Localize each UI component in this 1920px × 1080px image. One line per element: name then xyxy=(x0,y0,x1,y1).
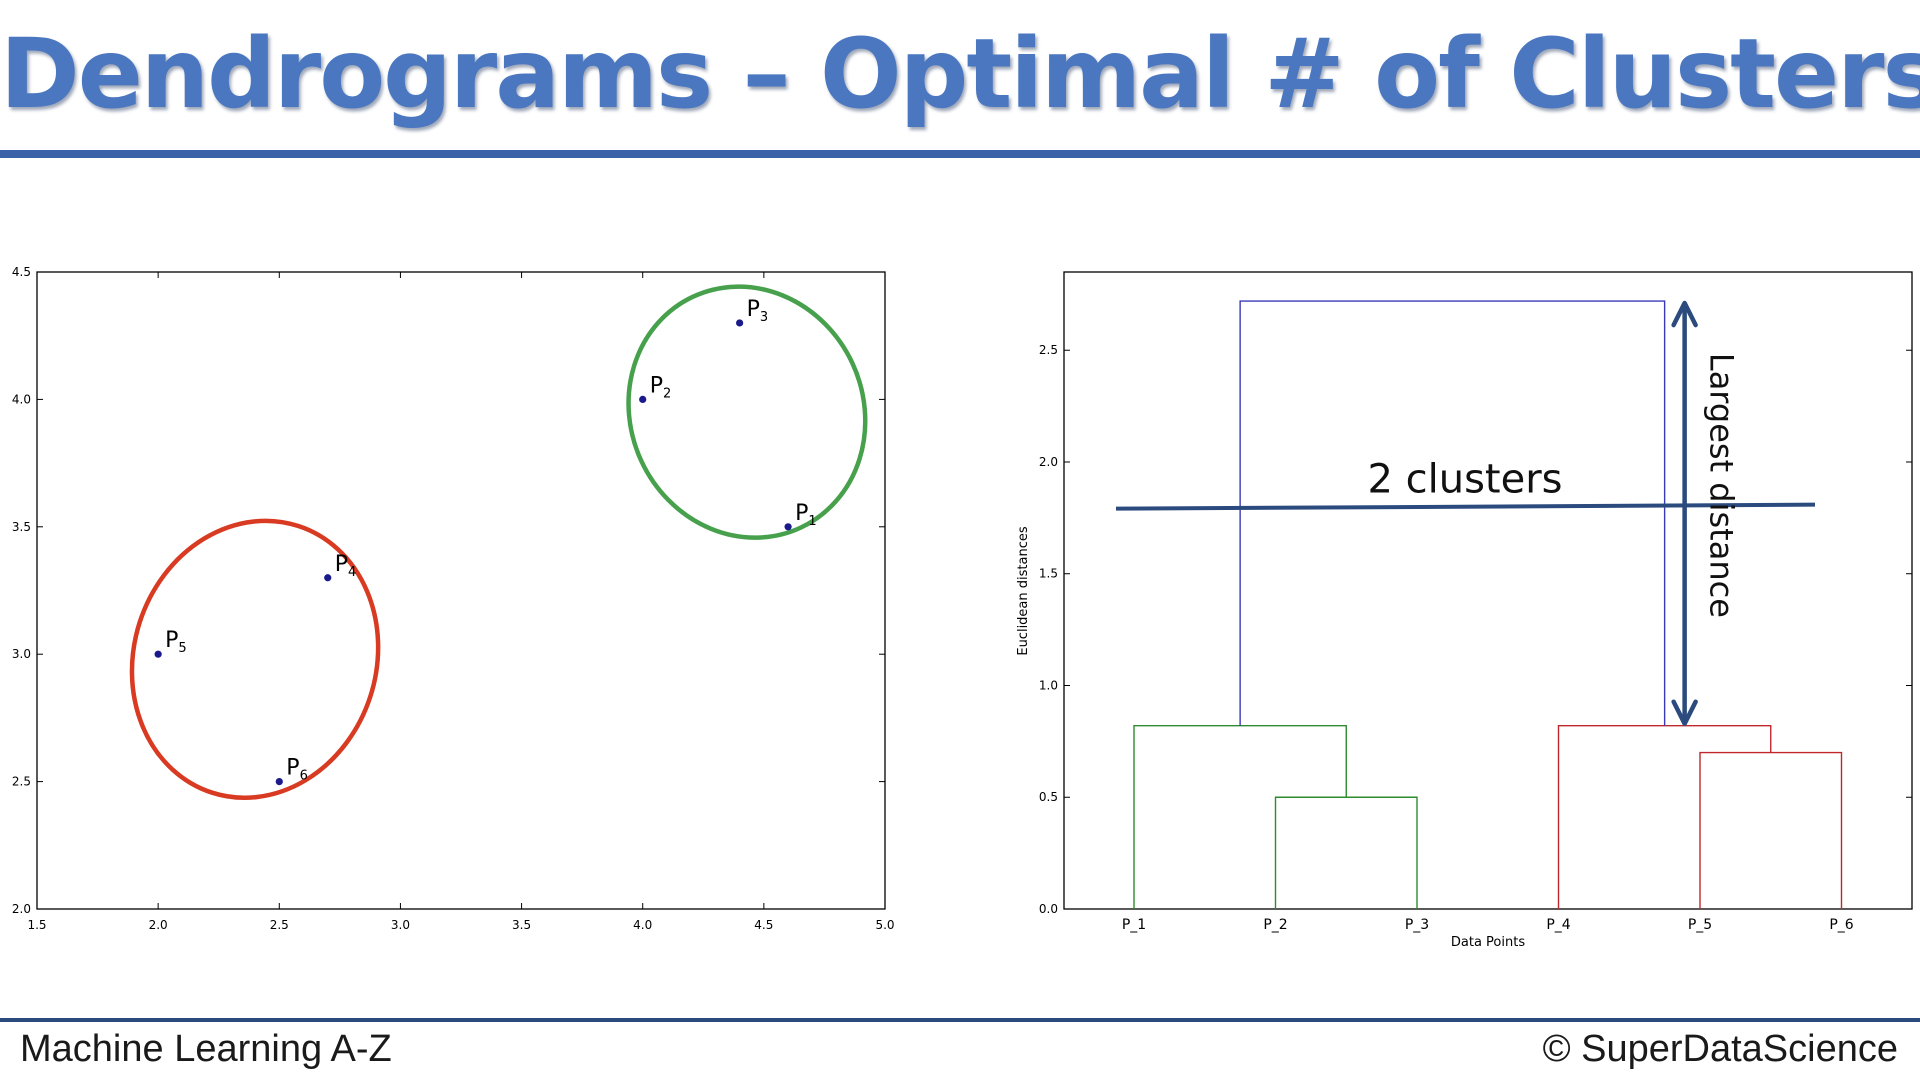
data-point-label-subscript: 1 xyxy=(808,514,816,529)
scatter-y-tick-label: 4.0 xyxy=(12,392,31,406)
scatter-y-tick-label: 2.5 xyxy=(12,775,31,789)
scatter-ticks: 1.5 2.0 2.5 3.0 3.5 4.0 4.5 5.0 2.0 2.5 3.0 3.5 4.0 4… xyxy=(12,265,895,932)
scatter-y-tick-label: 2.0 xyxy=(12,902,31,916)
scatter-x-tick-label: 1.5 xyxy=(27,918,46,932)
dendrogram-ticks: 0.0 0.5 1.0 1.5 2.0 2.5 P_1 P_2 P_3 P_4 P_5 P_6 xyxy=(1039,343,1912,933)
scatter-chart: 1.5 2.0 2.5 3.0 3.5 4.0 4.5 5.0 2.0 2.5 3.0 3.5 4.0 4… xyxy=(12,265,895,932)
dendrogram-link-blue xyxy=(1239,300,1666,726)
dendrogram-leaf-label: P_3 xyxy=(1405,917,1429,933)
data-point-label-letter: P xyxy=(165,628,178,653)
data-point-label-subscript: 2 xyxy=(663,386,671,401)
dendrogram-links xyxy=(1133,300,1843,909)
data-point-label-letter: P xyxy=(335,552,348,577)
data-point xyxy=(639,395,647,403)
dendrogram-chart: 0.0 0.5 1.0 1.5 2.0 2.5 P_1 P_2 P_3 P_4 P_5 P_6 2 c… xyxy=(1016,271,1913,950)
scatter-x-tick-label: 3.5 xyxy=(512,918,531,932)
footer-course-name: Machine Learning A-Z xyxy=(20,1028,392,1070)
dendrogram-leaf-label: P_4 xyxy=(1546,917,1570,933)
scatter-x-tick-label: 4.5 xyxy=(754,918,773,932)
data-point xyxy=(275,778,283,786)
scatter-x-tick-label: 5.0 xyxy=(875,918,894,932)
dendrogram-leaf-label: P_1 xyxy=(1122,917,1146,933)
data-point-label-letter: P xyxy=(650,373,663,398)
dendrogram-y-tick-label: 1.5 xyxy=(1039,567,1058,581)
largest-distance-label: Largest distance xyxy=(1703,353,1741,618)
dendrogram-y-tick-label: 0.5 xyxy=(1039,790,1058,804)
scatter-y-tick-label: 3.5 xyxy=(12,520,31,534)
dendrogram-link-red xyxy=(1699,751,1843,909)
scatter-x-tick-label: 3.0 xyxy=(391,918,410,932)
data-point-label-subscript: 5 xyxy=(178,641,186,656)
data-point-label: P5 xyxy=(165,628,187,656)
data-point xyxy=(154,650,162,658)
data-point-label: P3 xyxy=(747,297,769,325)
dendrogram-leaf-label: P_2 xyxy=(1263,917,1287,933)
dendrogram-plot-frame xyxy=(1063,271,1913,910)
data-point xyxy=(324,574,332,582)
dendrogram-link-green xyxy=(1274,796,1418,909)
dendrogram-leaf-label: P_6 xyxy=(1829,917,1853,933)
scatter-y-tick-label: 3.0 xyxy=(12,647,31,661)
slide-title: Dendrograms – Optimal # of Clusters xyxy=(0,18,1920,130)
dendrogram-y-tick-label: 0.0 xyxy=(1039,902,1058,916)
data-point xyxy=(784,523,792,531)
scatter-clusters xyxy=(129,284,868,800)
largest-distance-arrow-head-top xyxy=(1671,300,1698,328)
scatter-plot-frame xyxy=(36,271,886,910)
data-point-label: P2 xyxy=(650,373,672,401)
dendrogram-y-tick-label: 2.0 xyxy=(1039,455,1058,469)
dendrogram-link-red xyxy=(1557,725,1772,909)
data-point-label: P4 xyxy=(335,552,357,580)
data-point xyxy=(736,319,744,327)
dendrogram-y-tick-label: 2.5 xyxy=(1039,343,1058,357)
data-point-label: P6 xyxy=(286,756,308,784)
dendrogram-y-tick-label: 1.0 xyxy=(1039,678,1058,692)
largest-distance-arrow-head-bottom xyxy=(1671,699,1698,726)
data-point-label-subscript: 4 xyxy=(348,565,356,580)
data-point-label-letter: P xyxy=(795,501,808,526)
cluster-cut-line xyxy=(1115,502,1816,511)
dendrogram-y-axis-label: Euclidean distances xyxy=(1016,526,1031,655)
dendrogram-link-green xyxy=(1133,725,1347,909)
scatter-y-tick-label: 4.5 xyxy=(12,265,31,279)
dendrogram-x-axis-label: Data Points xyxy=(1451,935,1525,950)
data-point-label-letter: P xyxy=(286,756,299,781)
data-point-label-subscript: 6 xyxy=(300,769,308,784)
dendrogram-annotations: 2 clusters Largest distance xyxy=(1115,300,1816,726)
data-point-label-subscript: 3 xyxy=(760,310,768,325)
cluster-ellipse-red xyxy=(129,518,381,800)
title-divider xyxy=(0,150,1920,158)
data-point-label: P1 xyxy=(795,501,817,529)
cluster-cut-label: 2 clusters xyxy=(1367,457,1562,503)
scatter-x-tick-label: 2.0 xyxy=(149,918,168,932)
cluster-ellipse-green xyxy=(626,284,868,540)
footer-copyright: © SuperDataScience xyxy=(1542,1028,1898,1070)
dendrogram-leaf-label: P_5 xyxy=(1688,917,1712,933)
scatter-x-tick-label: 2.5 xyxy=(270,918,289,932)
footer-divider xyxy=(0,1018,1920,1022)
scatter-x-tick-label: 4.0 xyxy=(633,918,652,932)
data-point-label-letter: P xyxy=(747,297,760,322)
